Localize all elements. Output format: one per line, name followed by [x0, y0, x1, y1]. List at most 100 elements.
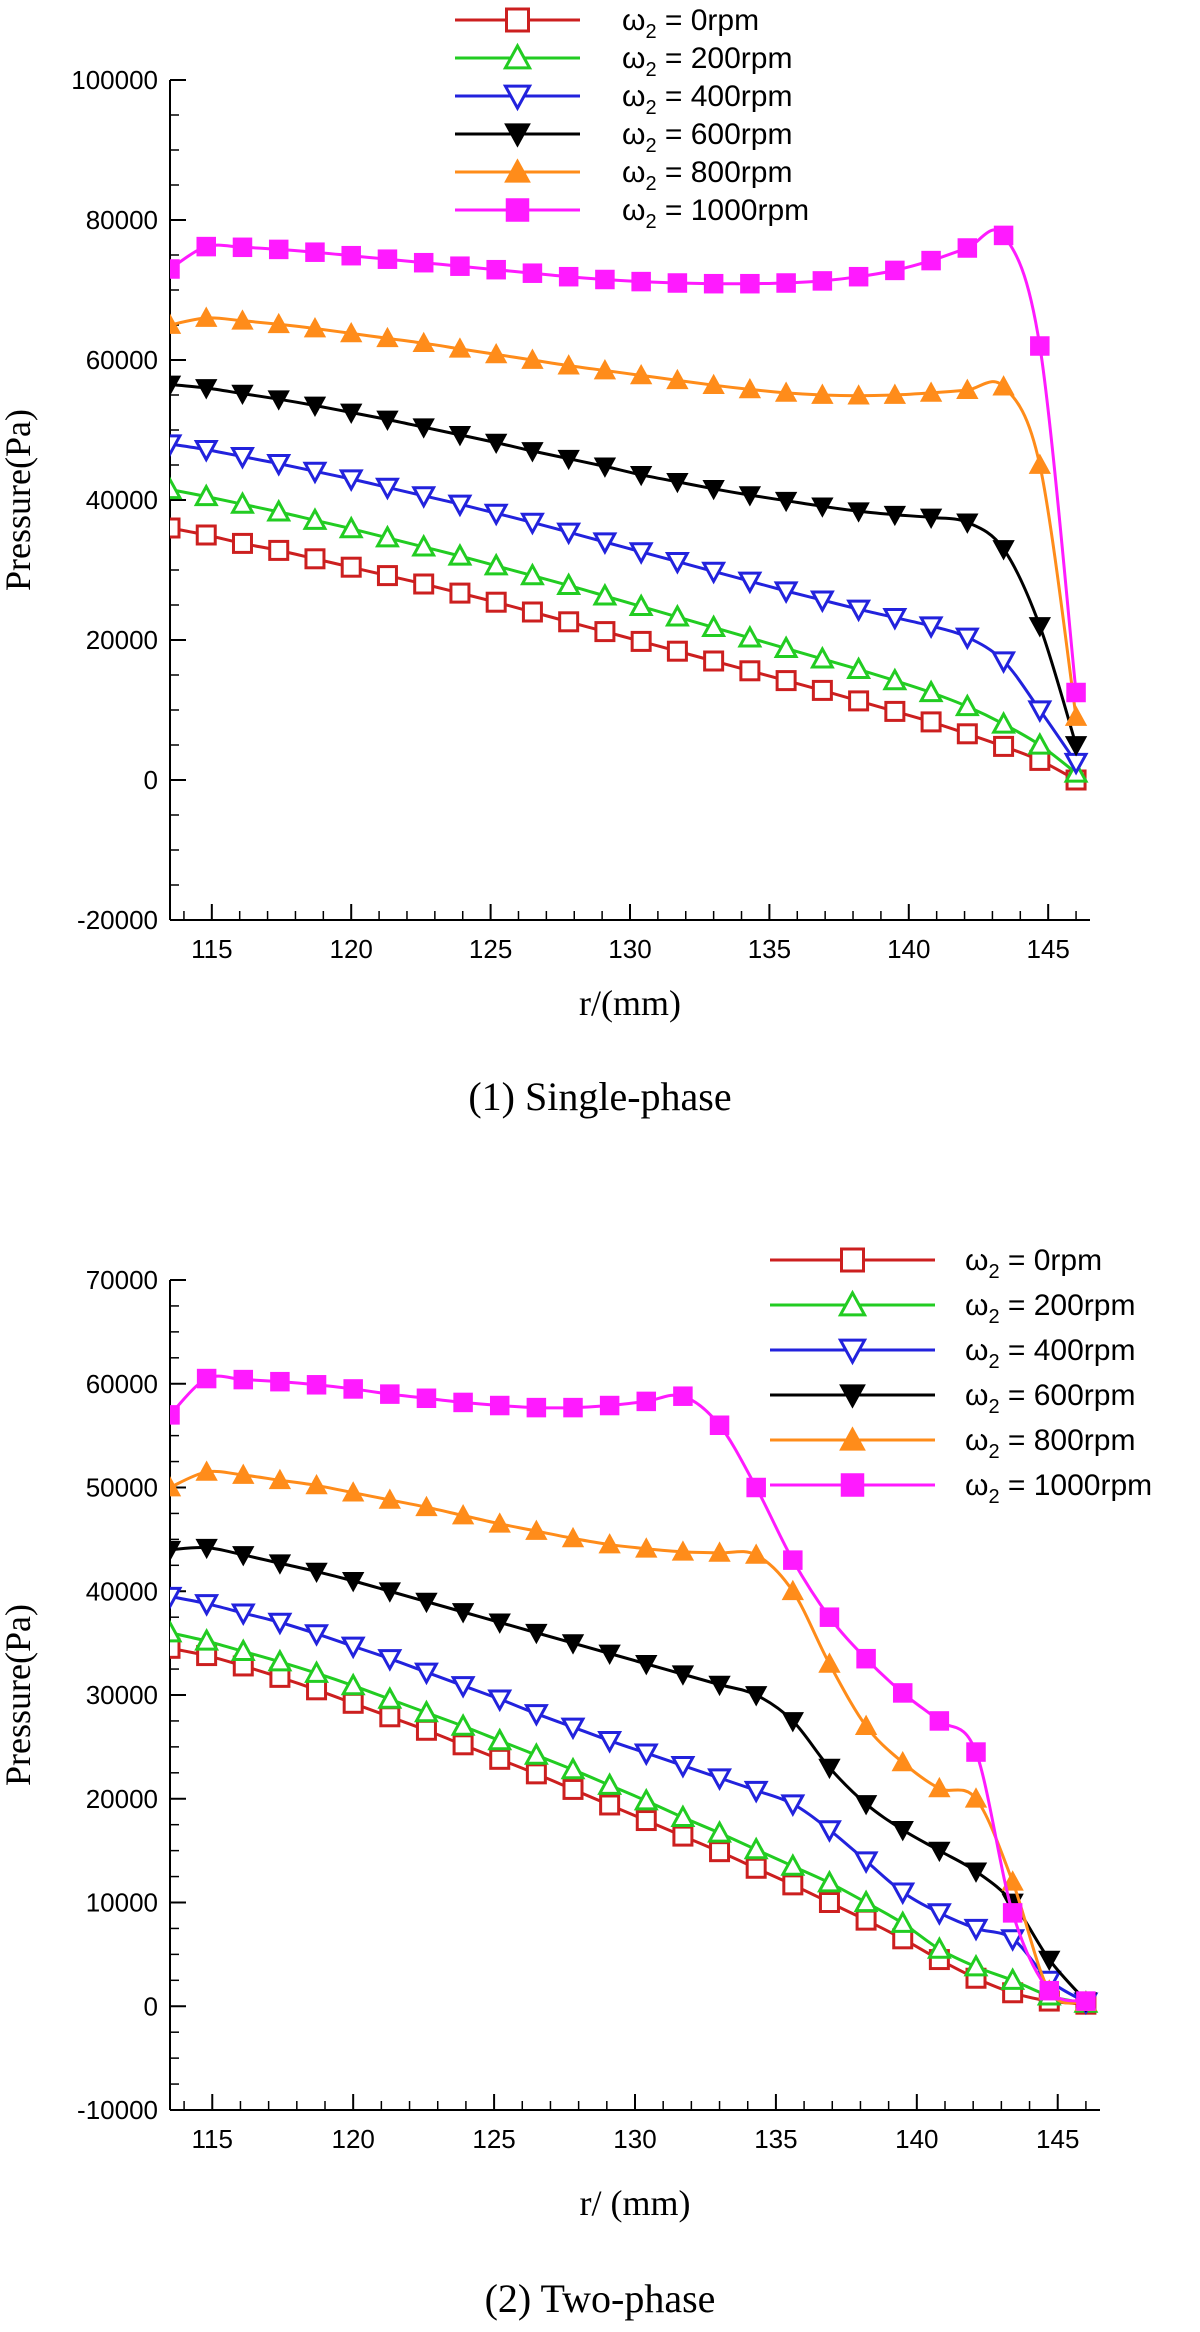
single-phase-panel: -20000 0 20000 40000 60000 80000 100000 115 120 1… — [0, 4, 1090, 1119]
data-point — [375, 524, 400, 548]
data-point — [664, 552, 690, 575]
data-point — [635, 1810, 657, 1832]
data-point — [270, 1371, 290, 1392]
series--400rpm — [170, 1586, 1099, 2016]
legend-marker — [840, 1247, 865, 1273]
y-tick-label: 50000 — [86, 1473, 158, 1503]
data-point — [818, 1652, 841, 1673]
legend-marker — [504, 123, 531, 148]
data-point — [701, 614, 727, 637]
data-point — [956, 513, 979, 534]
data-point — [451, 1603, 475, 1624]
data-point — [302, 461, 328, 485]
data-point — [885, 260, 905, 281]
y-axis-label: Pressure(Pa) — [0, 409, 38, 591]
data-point — [483, 503, 509, 527]
data-point — [195, 306, 218, 327]
data-point — [560, 1756, 586, 1780]
data-point — [266, 498, 292, 522]
data-point — [811, 679, 833, 701]
data-point — [231, 532, 253, 554]
data-point — [1028, 453, 1051, 474]
data-point — [854, 1714, 878, 1735]
data-point — [305, 1473, 328, 1495]
data-point — [448, 337, 472, 358]
data-point — [525, 1519, 548, 1540]
data-point — [737, 624, 763, 648]
data-point — [342, 1692, 364, 1714]
data-point — [848, 266, 869, 287]
data-point — [1066, 682, 1086, 703]
data-point — [892, 1683, 913, 1703]
data-point — [451, 1504, 475, 1525]
data-point — [782, 1874, 804, 1896]
data-point — [232, 1546, 255, 1567]
data-point — [597, 1772, 623, 1795]
data-point — [599, 1395, 620, 1416]
data-point — [671, 1665, 695, 1686]
x-tick-label: 135 — [754, 2124, 797, 2154]
data-point — [523, 1742, 549, 1765]
data-point — [738, 486, 762, 507]
data-point — [521, 348, 544, 369]
data-point — [416, 1388, 437, 1409]
legend-entry: ω2 = 400rpm — [770, 1334, 1135, 1373]
data-point — [635, 1655, 658, 1676]
data-point — [702, 479, 725, 501]
y-tick-label: 10000 — [86, 1888, 158, 1918]
data-point — [230, 491, 255, 514]
data-point — [195, 1538, 218, 1560]
data-point — [738, 377, 762, 399]
y-tick-label: 60000 — [86, 345, 158, 375]
data-point — [267, 1612, 293, 1636]
legend-marker — [840, 1473, 865, 1497]
y-tick-label: 100000 — [71, 65, 158, 95]
data-point — [966, 1742, 986, 1762]
data-point — [231, 384, 254, 406]
data-point — [377, 1686, 403, 1709]
two-phase-panel: -10000 0 10000 20000 30000 40000 50000 60000 700… — [0, 1244, 1152, 2321]
series--800rpm — [170, 306, 1088, 726]
data-point — [854, 1795, 878, 1816]
data-point — [233, 1369, 254, 1390]
data-point — [667, 273, 688, 293]
data-point — [487, 1689, 513, 1713]
legend-label: ω2 = 200rpm — [622, 42, 792, 81]
legend-marker — [505, 7, 530, 33]
data-point — [447, 542, 473, 566]
data-point — [170, 434, 183, 458]
data-point — [1027, 731, 1053, 755]
data-point — [304, 548, 326, 570]
data-point — [558, 611, 580, 633]
series--600rpm — [170, 1538, 1098, 2013]
data-point — [170, 259, 180, 279]
x-tick-label: 135 — [748, 934, 791, 964]
data-point — [773, 581, 799, 605]
legend-label: ω2 = 600rpm — [965, 1379, 1135, 1418]
legend-entry: ω2 = 200rpm — [455, 42, 792, 81]
data-point — [670, 1755, 696, 1779]
data-point — [709, 1841, 731, 1863]
data-point — [809, 590, 835, 614]
data-point — [599, 1794, 621, 1816]
data-point — [563, 1397, 583, 1418]
legend-entry: ω2 = 800rpm — [455, 156, 792, 195]
data-point — [375, 477, 400, 501]
legend-label: ω2 = 400rpm — [622, 80, 792, 119]
data-point — [194, 1628, 220, 1651]
data-point — [380, 1384, 400, 1404]
data-point — [170, 517, 181, 539]
data-point — [377, 1649, 403, 1672]
legend-label: ω2 = 0rpm — [622, 4, 759, 43]
data-point — [268, 1468, 292, 1490]
data-point — [230, 1603, 256, 1627]
data-point — [449, 582, 471, 604]
data-point — [954, 627, 980, 651]
data-point — [412, 331, 435, 353]
legend-label: ω2 = 1000rpm — [965, 1469, 1152, 1508]
x-tick-label: 120 — [330, 934, 373, 964]
data-point — [781, 1712, 804, 1733]
data-point — [882, 667, 908, 691]
data-point — [489, 1395, 510, 1416]
